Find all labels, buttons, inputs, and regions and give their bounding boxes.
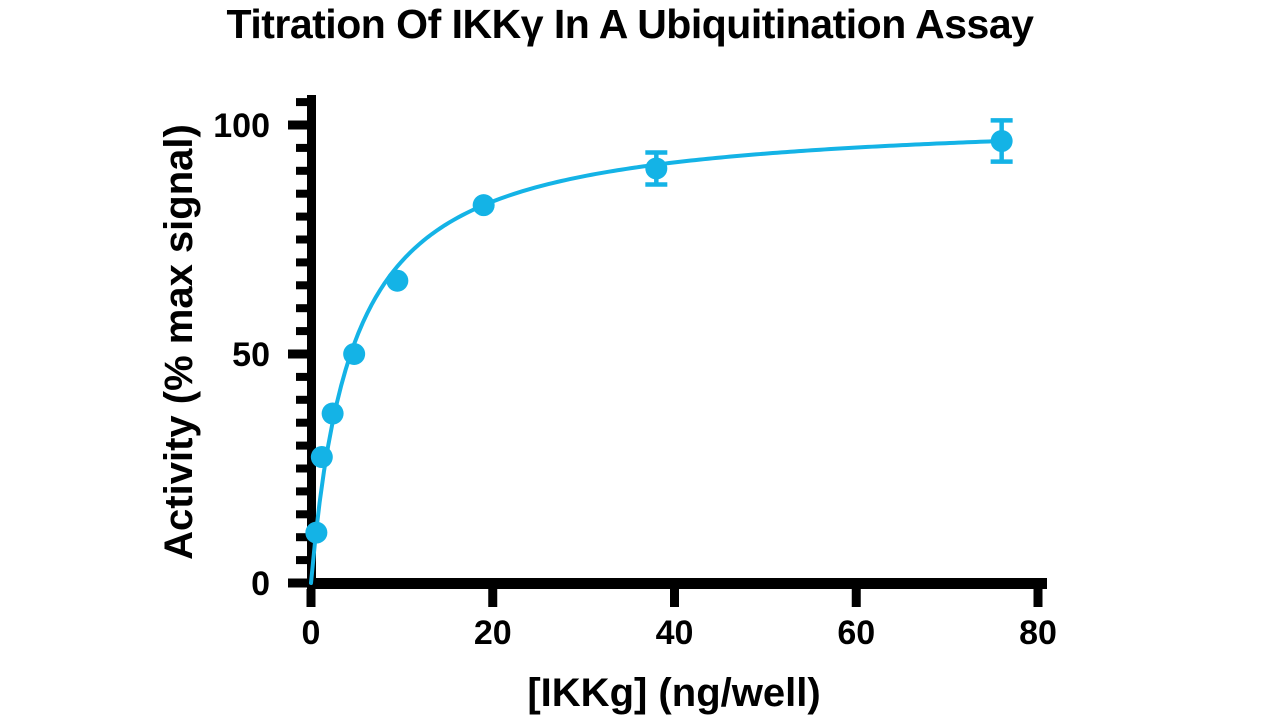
x-major-tick [488, 589, 498, 607]
y-minor-tick [296, 418, 307, 427]
data-point [310, 446, 333, 469]
x-major-tick [306, 589, 316, 607]
data-point [343, 343, 366, 365]
y-tick-label: 0 [251, 565, 270, 603]
y-minor-tick [296, 212, 307, 221]
data-point [472, 194, 495, 217]
x-tick-label: 80 [1019, 614, 1057, 652]
y-tick-label: 100 [213, 107, 270, 145]
x-tick-label: 40 [656, 614, 694, 652]
x-axis-spine [307, 578, 1047, 589]
y-minor-tick [296, 304, 307, 313]
y-minor-tick [296, 258, 307, 267]
data-point [305, 521, 328, 544]
y-major-tick [288, 349, 307, 359]
y-major-tick [288, 578, 307, 588]
data-point [990, 130, 1013, 153]
y-minor-tick [296, 395, 307, 404]
y-axis-spine [307, 95, 316, 589]
x-tick-label: 20 [474, 614, 512, 652]
y-minor-tick [296, 556, 307, 565]
y-minor-tick [296, 327, 307, 336]
data-point [386, 269, 409, 292]
x-major-tick [851, 589, 861, 607]
y-major-tick [288, 120, 307, 130]
y-minor-tick [296, 441, 307, 450]
y-minor-tick [296, 98, 307, 107]
data-point [321, 402, 344, 425]
y-minor-tick [296, 189, 307, 198]
y-minor-tick [296, 464, 307, 473]
y-minor-tick [296, 510, 307, 519]
chart-title: Titration Of IKKγ In A Ubiquitination As… [227, 1, 1035, 47]
y-minor-tick [296, 235, 307, 244]
y-minor-tick [296, 372, 307, 381]
fit-curve [309, 138, 1004, 585]
y-axis-label: Activity (% max signal) [157, 124, 201, 560]
axes: 0 50 100 0 20 40 60 80 [213, 95, 1057, 652]
x-major-tick [670, 589, 679, 607]
y-minor-tick [296, 143, 307, 152]
x-major-tick [1033, 589, 1043, 607]
y-minor-tick [296, 281, 307, 290]
y-minor-tick [296, 533, 307, 542]
data-point [645, 157, 668, 180]
y-minor-tick [296, 487, 307, 496]
x-axis-label: [IKKg] (ng/well) [527, 671, 820, 715]
data-series [305, 118, 1013, 585]
y-minor-tick [296, 166, 307, 175]
x-tick-label: 60 [837, 614, 875, 652]
y-tick-label: 50 [232, 336, 270, 374]
x-tick-label: 0 [302, 614, 321, 652]
